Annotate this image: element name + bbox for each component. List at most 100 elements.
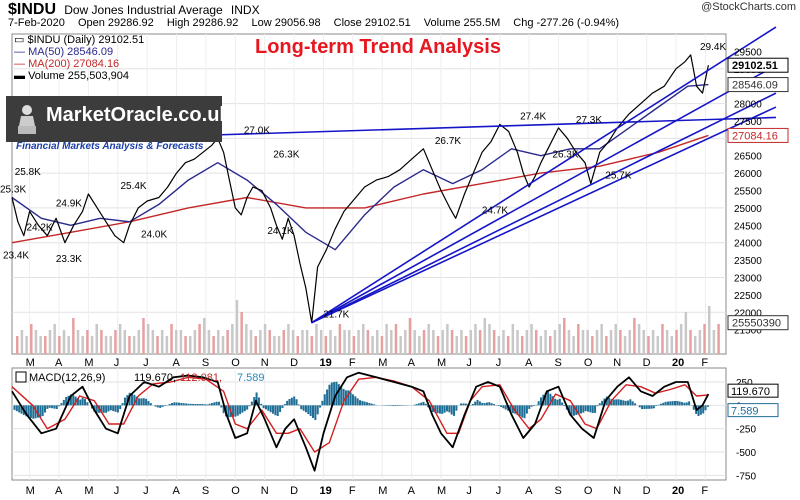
volume-bar [357,330,360,354]
volume-bar [614,324,617,354]
price-series [11,54,709,324]
volume-bar [263,324,267,354]
macd-hist-bar [558,398,561,406]
volume-bar [343,330,346,354]
volume-bar [137,330,141,354]
volume-bar [656,336,660,354]
macd-hist-bar [537,401,540,406]
macd-x-tick: F [701,485,708,497]
macd-hist-bar [13,405,16,410]
price-y-tick: 23500 [734,256,762,267]
macd-hist-bar [528,405,531,409]
macd-hist-bar [262,405,265,409]
macd-hist-bar [629,399,632,406]
macd-hist-bar [373,404,376,406]
price-x-tick: M [437,357,446,369]
quote-change: Chg -277.26 (-0.94%) [513,17,620,29]
price-x-tick: O [584,357,593,369]
macd-hist-bar [255,392,258,406]
macd-tag-label: 119.670 [731,386,770,398]
macd-hist-bar [676,400,679,406]
macd-hist-bar [488,402,491,406]
macd-hist-bar [236,405,239,416]
macd-hist-bar [619,399,622,406]
macd-hist-bar [189,403,192,406]
volume-bar [502,330,505,354]
volume-bar [670,336,674,354]
price-y-tick: 26500 [734,152,762,163]
macd-hist-bar [626,400,629,406]
macd-hist-bar [112,405,115,412]
price-y-tick: 29500 [734,47,762,58]
price-x-tick: J [466,357,472,369]
trendline [311,64,777,324]
macd-hist-bar [394,405,397,407]
macd-hist-bar [615,399,618,406]
macd-hist-bar [65,396,68,406]
macd-hist-bar [128,392,131,406]
macd-hist-bar [504,405,507,410]
macd-x-tick: A [55,485,63,497]
macd-hist-bar [354,396,357,406]
price-x-tick: J [114,357,120,369]
price-y-tick: 27500 [734,117,762,128]
volume-bar [698,330,702,354]
point-label: 23.3K [56,254,82,265]
macd-hist-bar [579,405,582,414]
volume-bar [478,330,482,354]
macd-hist-bar [434,405,437,413]
volume-bar [100,330,103,354]
legend-ma200: — MA(200) 27084.16 [14,58,120,70]
volume-bar [647,336,650,354]
macd-x-tick: O [584,485,593,497]
price-x-tick: A [55,357,63,369]
macd-hist-bar [436,405,439,414]
price-x-tick: O [231,357,240,369]
macd-hist-bar [638,405,641,408]
macd-hist-bar [41,405,44,417]
volume-bar [296,336,300,354]
price-y-tick: 25000 [734,204,762,215]
point-label: 25.7K [605,171,631,182]
price-tag-box [727,77,789,93]
price-x-tick: M [26,357,35,369]
volume-bar [174,330,178,354]
volume-bar [188,336,192,354]
macd-hist-bar [530,405,533,407]
volume-bar [254,336,257,354]
oracle-statue-icon [18,105,36,134]
macd-hist-bar [438,405,441,414]
price-tag-box [727,127,789,143]
macd-hist-bar [279,405,282,413]
volume-bar [581,330,585,354]
macd-x-tick: S [555,485,562,497]
price-x-tick: F [701,357,708,369]
price-y-tick: 22500 [734,291,762,302]
macd-hist-bar [485,402,488,406]
point-label: 25.3K [0,184,26,195]
point-label: 27.3K [576,115,602,126]
volume-bar [142,318,145,354]
macd-hist-bar [598,403,601,406]
macd-hist-bar [673,400,676,406]
macd-x-tick: A [408,485,416,497]
price-value-tags: 29102.51 28546.09 27084.16 25550390 [727,57,789,331]
macd-hist-bar [36,405,39,418]
volume-bar [642,330,646,354]
macd-hist-bar [316,405,319,415]
macd-hist-bar [69,394,72,406]
volume-bar [534,330,538,354]
macd-hist-bar [307,405,310,415]
macd-hist-bar [563,405,566,407]
macd-hist-bar [544,392,547,406]
macd-hist-bar [29,405,32,419]
macd-hist-bar [540,397,543,406]
volume-bar [717,324,720,354]
price-x-tick: D [290,357,298,369]
volume-bar [287,324,290,354]
macd-hist-bar [76,398,79,406]
volume-bar [446,324,449,354]
volume-bar [633,318,636,354]
macd-hist-bar [239,405,242,415]
macd-hist-bar [253,397,256,406]
